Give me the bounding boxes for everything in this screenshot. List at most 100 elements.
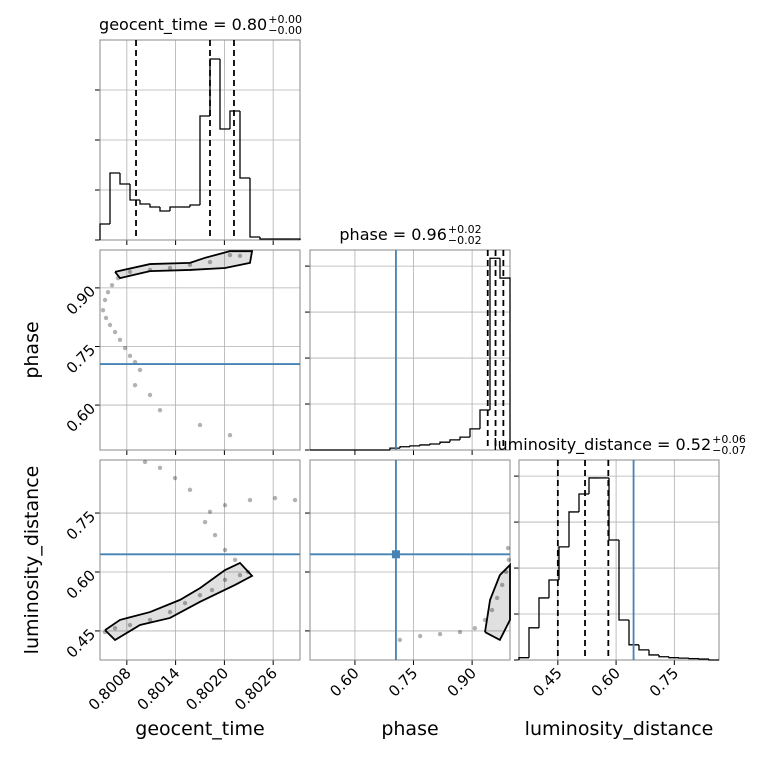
truth-marker: [391, 550, 400, 559]
sample-point: [499, 582, 505, 588]
sample-point: [127, 269, 133, 275]
sample-point: [457, 629, 463, 635]
y-axis-label: phase: [21, 321, 43, 378]
x-tick-label: 0.8008: [85, 664, 135, 714]
hist-bin: [578, 493, 589, 512]
panel-title: phase = 0.96: [339, 225, 446, 244]
sample-point: [147, 392, 153, 398]
density-contour: [114, 250, 254, 280]
axes-frame: [99, 249, 301, 451]
hist-bin: [399, 446, 410, 449]
y-axis-label: luminosity_distance: [21, 466, 43, 655]
title-lower: −0.07: [712, 444, 746, 457]
x-axis-label: geocent_time: [135, 718, 264, 740]
hist-bin: [528, 627, 539, 658]
y-tick-label: 0.45: [63, 625, 99, 661]
sample-point: [212, 532, 218, 538]
panel-title: geocent_time = 0.80: [99, 15, 267, 35]
hist-bin: [668, 656, 679, 659]
sample-point: [232, 557, 238, 563]
sample-point: [506, 557, 512, 563]
axes-frame: [518, 459, 720, 661]
hist-bin: [568, 511, 579, 547]
sample-point: [127, 622, 133, 628]
x-tick-label: 0.45: [529, 664, 565, 700]
sample-point: [107, 322, 113, 328]
sample-point: [103, 315, 109, 321]
hist-bin: [119, 173, 130, 185]
sample-point: [182, 600, 188, 606]
sample-point: [437, 631, 443, 637]
sample-point: [147, 617, 153, 623]
sample-point: [157, 407, 163, 413]
sample-point: [209, 587, 215, 593]
axes-frame: [99, 459, 301, 661]
y-tick-label: 0.60: [63, 399, 99, 435]
title-upper: +0.02: [448, 223, 482, 236]
sample-point: [187, 487, 193, 493]
hist-bin: [479, 409, 490, 429]
hist-bin: [449, 439, 460, 443]
x-tick-label: 0.75: [385, 664, 421, 700]
sample-point: [167, 609, 173, 615]
x-axis-label: luminosity_distance: [525, 718, 714, 740]
y-tick-label: 0.75: [63, 341, 99, 377]
hist-bin: [469, 428, 480, 438]
sample-point: [505, 545, 511, 551]
hist-bin: [129, 184, 140, 201]
hist-bin: [628, 620, 639, 646]
hist-bin: [499, 258, 511, 450]
sample-point: [397, 637, 403, 643]
sample-point: [227, 252, 233, 258]
hist-bin: [149, 204, 160, 208]
sample-point: [222, 577, 228, 583]
y-tick-label: 0.90: [63, 282, 99, 318]
sample-point: [489, 607, 495, 613]
hist-bin: [159, 207, 170, 212]
hist-bin: [409, 445, 420, 447]
title-upper: +0.06: [712, 433, 746, 446]
hist-bin: [638, 644, 649, 651]
hist-bin: [459, 436, 470, 440]
x-tick-label: 0.60: [588, 664, 624, 700]
sample-point: [272, 495, 278, 501]
hist-bin: [169, 206, 180, 211]
sample-point: [207, 259, 213, 265]
hist-bin: [239, 111, 250, 179]
axes-frame: [309, 459, 511, 661]
sample-point: [237, 253, 243, 259]
sample-point: [105, 289, 111, 295]
hist-bin: [548, 579, 559, 598]
hist-bin: [139, 200, 150, 205]
x-tick-label: 0.8014: [134, 664, 184, 714]
y-tick-label: 0.75: [63, 507, 99, 543]
sample-point: [237, 572, 243, 578]
sample-point: [122, 345, 128, 351]
sample-point: [112, 625, 118, 631]
y-tick-label: 0.60: [63, 566, 99, 602]
hist-bin: [199, 115, 210, 205]
x-tick-label: 0.75: [646, 664, 682, 700]
density-contour: [484, 562, 511, 642]
hist-bin: [608, 477, 619, 541]
sample-point: [102, 297, 108, 303]
sample-point: [197, 592, 203, 598]
sample-point: [472, 625, 478, 631]
sample-point: [100, 307, 106, 313]
hist-bin: [648, 649, 659, 656]
hist-bin: [109, 172, 120, 224]
x-tick-label: 0.8020: [182, 664, 232, 714]
sample-point: [132, 382, 138, 388]
sample-point: [197, 422, 203, 428]
hist-bin: [439, 441, 450, 445]
density-contour: [104, 561, 254, 642]
hist-bin: [419, 444, 430, 446]
hist-bin: [189, 204, 200, 207]
sample-point: [222, 502, 228, 508]
sample-point: [417, 633, 423, 639]
hist-bin: [99, 223, 110, 240]
x-tick-label: 0.60: [326, 664, 362, 700]
hist-bin: [259, 237, 270, 240]
axes-frame: [99, 39, 301, 241]
